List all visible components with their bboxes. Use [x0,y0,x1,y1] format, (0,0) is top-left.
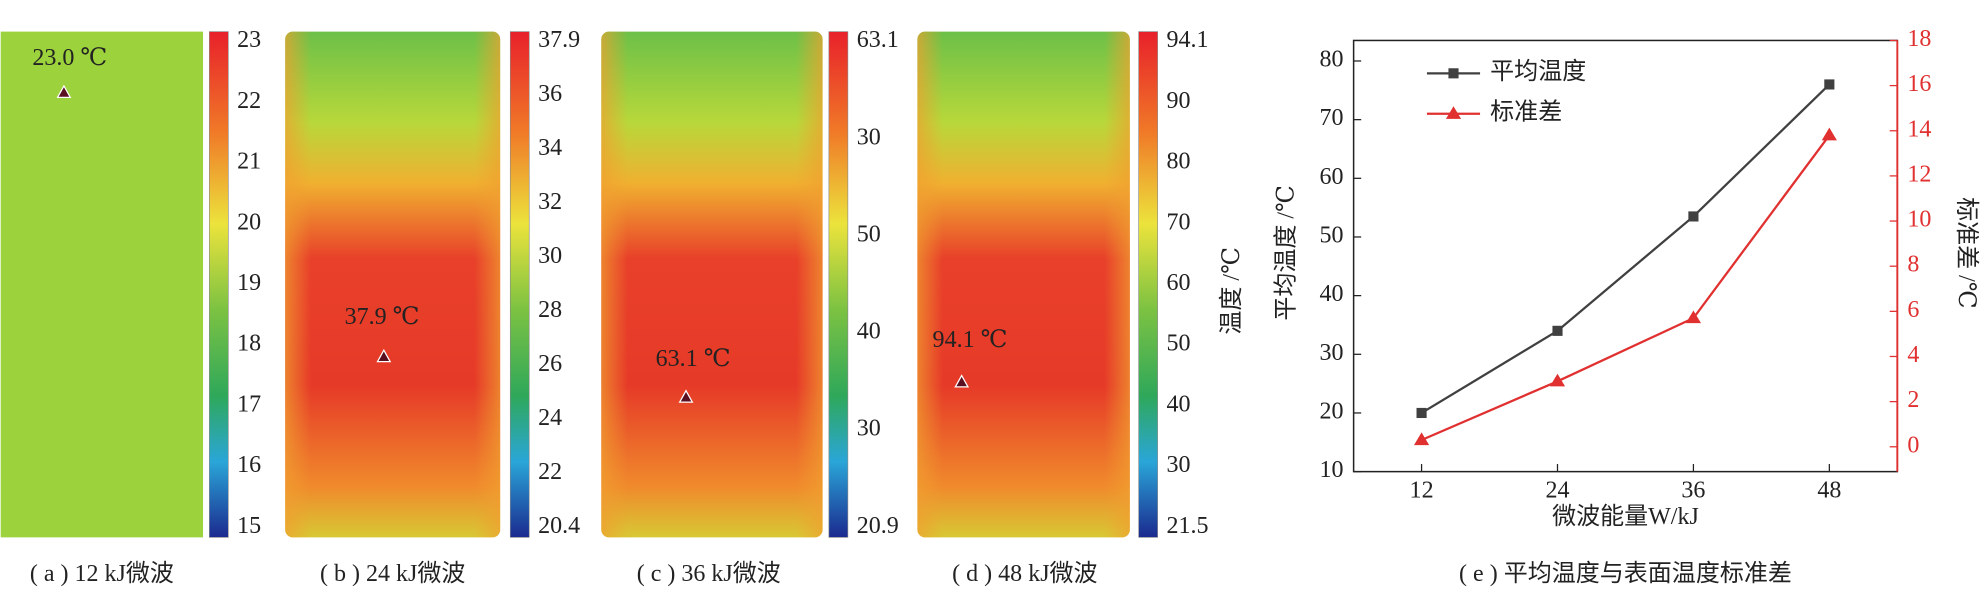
colorbar-label: 37.9 [538,27,580,53]
y2-tick-label: 12 [1907,161,1931,187]
y2-tick-label: 14 [1907,116,1931,142]
legend-marker [1448,68,1459,79]
x-tick-label: 48 [1817,477,1841,503]
colorbar-label: 20 [237,209,261,235]
data-point [1549,373,1566,387]
colorbar-label: 18 [237,331,261,357]
legend-marker [1445,106,1462,119]
colorbar-label: 16 [237,452,261,478]
y-tick-label: 50 [1319,222,1343,248]
series-line [1420,83,1831,414]
y2-tick-label: 4 [1907,342,1919,368]
colorbar [828,31,849,538]
caption: ( d ) 48 kJ微波 [952,560,1097,587]
caption: ( b ) 24 kJ微波 [320,560,465,587]
colorbar-label: 23 [237,27,261,53]
y-axis-label: 平均温度 /℃ [1272,185,1299,321]
colorbar-label: 21 [237,149,261,175]
colorbar-label: 32 [538,189,562,215]
colorbar-label: 60 [1166,270,1190,296]
thermal-edge [917,31,1130,538]
colorbar-label: 24 [538,405,562,431]
colorbar-label: 17 [237,391,261,417]
colorbar-label: 40 [1166,391,1190,417]
y2-tick-label: 8 [1907,252,1919,278]
colorbar-label: 36 [538,81,562,107]
plot-frame [1352,39,1899,473]
thermal-image [0,31,204,538]
y-tick-label: 40 [1319,281,1343,307]
colorbar-label: 20.4 [538,513,580,539]
colorbar-label: 28 [538,297,562,323]
data-point [1821,127,1837,141]
caption: ( c ) 36 kJ微波 [637,560,781,587]
y-tick-label: 10 [1319,457,1343,483]
colorbar-label: 63.1 [857,27,899,53]
y-tick-label: 20 [1319,398,1343,424]
y-tick-label: 30 [1319,340,1343,366]
x-tick-label: 24 [1545,477,1569,503]
colorbar-label: 80 [1166,149,1190,175]
hotspot-marker [954,374,970,388]
y2-tick-label: 6 [1907,297,1919,323]
colorbar-label: 19 [237,270,261,296]
legend-label: 标准差 [1490,98,1562,125]
colorbar [209,31,229,538]
caption: ( e ) 平均温度与表面温度标准差 [1459,560,1792,587]
series-line [1421,134,1831,442]
x-axis-label: 微波能量W/kJ [1552,503,1699,530]
colorbar [509,31,530,538]
thermal-edge [285,31,501,538]
colorbar-title: 温度 /℃ [1218,247,1245,335]
colorbar [1138,31,1158,538]
colorbar-label: 70 [1166,209,1190,235]
data-point [1688,211,1699,222]
annotation: 63.1 ℃ [656,346,731,372]
y-tick-label: 70 [1319,105,1343,131]
legend-label: 平均温度 [1490,58,1586,85]
thermal-edge [601,31,823,538]
annotation: 37.9 ℃ [345,304,420,330]
y2-tick-label: 16 [1907,71,1931,97]
annotation: 94.1 ℃ [933,327,1008,353]
colorbar-label: 26 [538,351,562,377]
hotspot-marker [56,84,72,98]
colorbar-label: 15 [237,513,261,539]
colorbar-label: 50 [857,221,881,247]
caption: ( a ) 12 kJ微波 [30,560,174,587]
colorbar-label: 34 [538,135,562,161]
x-tick-label: 36 [1681,477,1705,503]
y-tick-label: 80 [1319,47,1343,73]
colorbar-label: 20.9 [857,513,899,539]
colorbar-label: 94.1 [1166,27,1208,53]
hotspot-marker [376,348,392,363]
colorbar-label: 90 [1166,88,1190,114]
data-point [1413,432,1430,446]
data-point [1416,407,1427,419]
y2-tick-label: 0 [1907,432,1919,458]
y2-tick-label: 2 [1907,387,1919,413]
colorbar-label: 50 [1166,331,1190,357]
data-point [1552,325,1563,336]
colorbar-label: 30 [857,416,881,442]
colorbar-label: 30 [1166,452,1190,478]
colorbar-label: 40 [857,319,881,345]
colorbar-label: 22 [538,459,562,485]
annotation: 23.0 ℃ [32,45,107,71]
y2-tick-label: 18 [1907,26,1931,52]
colorbar-label: 30 [538,243,562,269]
y2-tick-label: 10 [1907,207,1931,233]
data-point [1685,310,1702,324]
colorbar-label: 30 [857,124,881,150]
x-tick-label: 12 [1410,477,1434,503]
hotspot-marker [678,389,694,403]
y-tick-label: 60 [1319,164,1343,190]
y2-axis-label: 标准差 /℃ [1953,197,1980,309]
data-point [1824,79,1835,90]
colorbar-label: 21.5 [1166,513,1208,539]
colorbar-label: 22 [237,88,261,114]
